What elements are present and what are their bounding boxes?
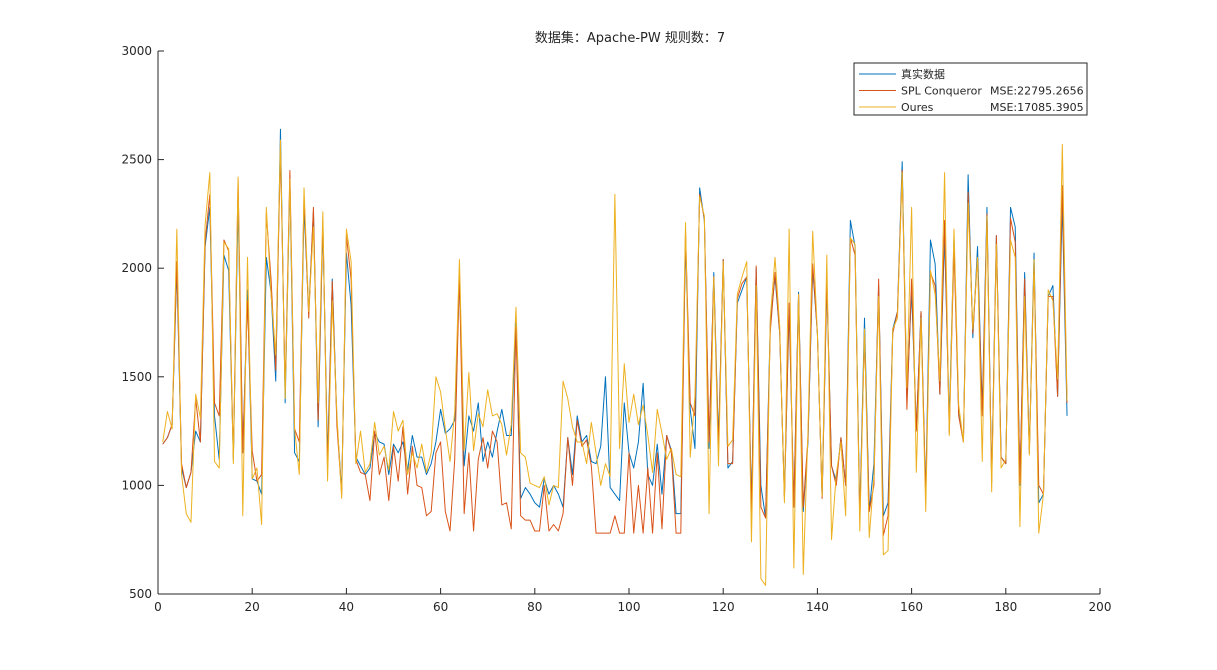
legend: 真实数据 SPL Conqueror MSE:22795.2656 Oures MSE:… — [853, 62, 1088, 116]
chart-title: 数据集：Apache-PW 规则数：7 — [535, 30, 725, 46]
x-tick-label: 100 — [618, 600, 641, 614]
legend-mse-3: MSE:17085.3905 — [990, 101, 1084, 114]
x-tick-label: 0 — [154, 600, 162, 614]
legend-box — [853, 62, 1088, 116]
legend-label-2: SPL Conqueror — [901, 85, 982, 98]
y-ticks: 500 1000 1500 2000 2500 3000 — [121, 44, 164, 601]
y-tick-label: 1500 — [121, 370, 152, 384]
plot-area — [158, 51, 1100, 594]
series-line-2 — [162, 148, 1068, 536]
x-tick-label: 180 — [994, 600, 1017, 614]
y-tick-label: 500 — [129, 587, 152, 601]
x-tick-label: 60 — [433, 600, 448, 614]
legend-items: 真实数据 SPL Conqueror MSE:22795.2656 Oures MSE:… — [859, 67, 1084, 114]
legend-mse-2: MSE:22795.2656 — [990, 85, 1084, 98]
x-tick-label: 140 — [806, 600, 829, 614]
y-tick-label: 2500 — [121, 153, 152, 167]
x-tick-label: 160 — [900, 600, 923, 614]
legend-label-1: 真实数据 — [901, 67, 945, 81]
y-tick-label: 1000 — [121, 478, 152, 492]
x-tick-label: 20 — [245, 600, 260, 614]
x-tick-label: 200 — [1089, 600, 1112, 614]
y-tick-label: 3000 — [121, 44, 152, 58]
x-ticks: 0 20 40 60 80 100 120 140 160 180 200 — [154, 588, 1111, 614]
y-tick-label: 2000 — [121, 261, 152, 275]
x-tick-label: 40 — [339, 600, 354, 614]
x-tick-label: 80 — [527, 600, 542, 614]
series-line-3 — [162, 139, 1068, 586]
series-layer — [162, 128, 1068, 586]
x-tick-label: 120 — [712, 600, 735, 614]
legend-label-3: Oures — [901, 101, 934, 114]
